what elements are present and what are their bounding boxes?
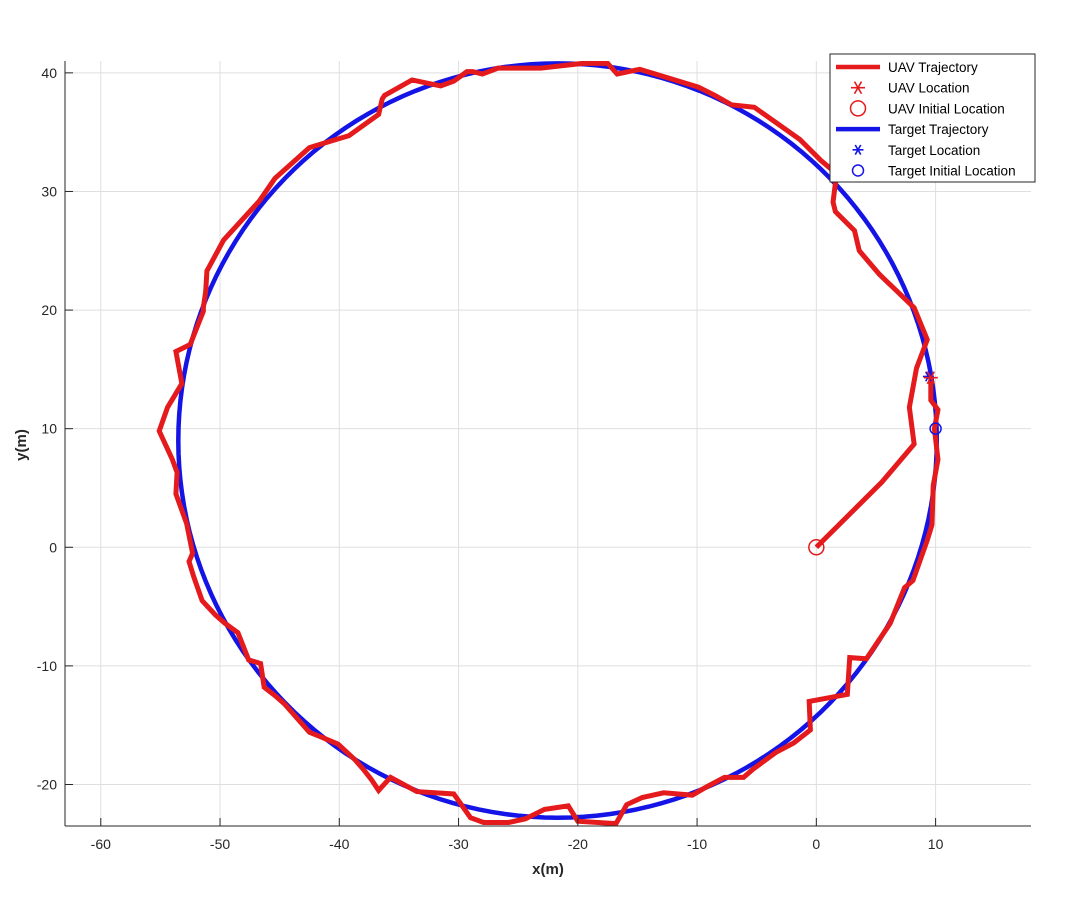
y-tick-label: -20 [37,776,57,792]
uav-location-marker-stroke [926,371,936,385]
y-tick-label: 20 [41,302,57,318]
target-location-marker-stroke [924,371,932,382]
legend-label: Target Location [888,143,980,158]
legend-item: UAV Trajectory [836,60,978,75]
target-initial-location-marker [929,422,942,435]
target-trajectory-line [176,61,940,820]
axes [64,61,1031,827]
y-tick-label: 40 [41,65,57,81]
legend-item: Target Location [852,143,980,158]
y-tick-label: 0 [49,539,57,555]
x-tick-label: -60 [91,836,111,852]
plot-series [156,61,942,826]
legend-label: UAV Trajectory [888,60,978,75]
legend-label: UAV Location [888,81,970,96]
y-axis-label: y(m) [13,429,30,461]
legend-label: Target Initial Location [888,164,1016,179]
grid [65,61,1031,826]
x-tick-label: 10 [928,836,944,852]
tick-labels: -60 -50 -40 -30 -20 -10 0 10 -20 -10 0 10 20 30 40 [37,65,944,852]
legend-item: UAV Location [851,81,970,96]
uav-location-marker [923,371,938,385]
uav-initial-location-marker [808,539,825,556]
x-tick-label: -40 [329,836,349,852]
legend-box [829,53,1036,183]
legend-asterisk-swatch [852,144,864,155]
uav-trajectory-line [156,61,941,826]
plot-area [156,61,942,826]
legend-circle-swatch [849,100,867,117]
legend-label: Target Trajectory [888,122,989,137]
legend-asterisk-swatch [851,81,865,95]
x-tick-label: -50 [210,836,230,852]
y-tick-label: -10 [37,658,57,674]
x-tick-label: -20 [568,836,588,852]
legend: UAV Trajectory UAV Location UAV Initial Lo… [829,53,1036,183]
legend-asterisk-swatch-stroke [854,144,862,155]
x-tick-label: -10 [687,836,707,852]
legend-item: Target Initial Location [851,164,1016,179]
x-tick-label: 0 [812,836,820,852]
legend-asterisk-swatch-stroke [853,81,863,95]
y-tick-label: 10 [41,421,57,437]
legend-circle-swatch [851,164,865,177]
legend-item: UAV Initial Location [849,100,1005,117]
x-tick-label: -30 [448,836,468,852]
y-tick-label: 30 [41,183,57,199]
legend-label: UAV Initial Location [888,101,1005,116]
legend-item: Target Trajectory [836,122,989,137]
x-axis-label: x(m) [532,861,564,878]
